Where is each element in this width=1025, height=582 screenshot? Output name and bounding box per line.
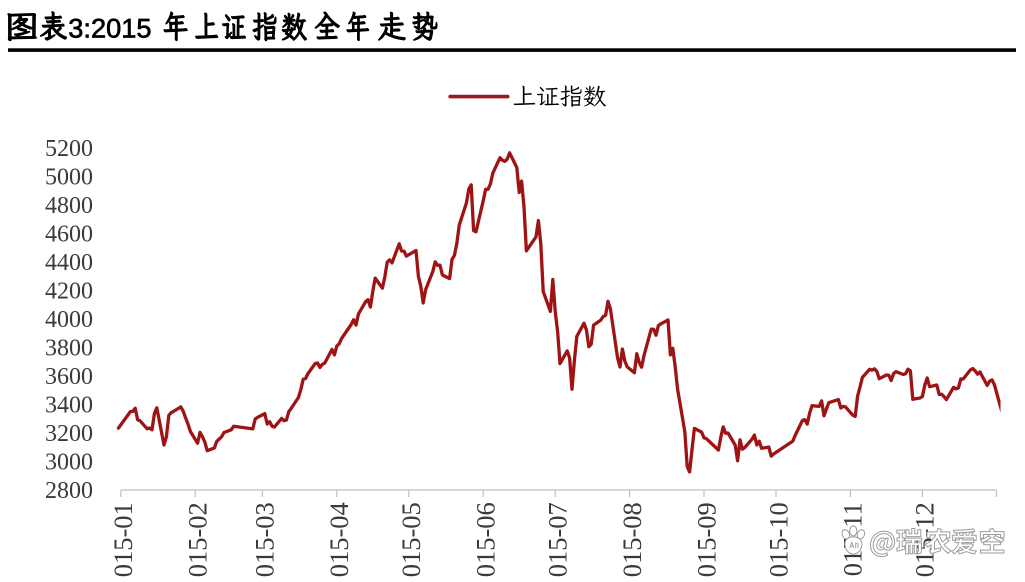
svg-text:4600: 4600 — [45, 222, 93, 248]
svg-text:4800: 4800 — [45, 193, 93, 219]
svg-text:015-05: 015-05 — [396, 502, 426, 577]
svg-text:3200: 3200 — [45, 421, 93, 447]
svg-text:015-06: 015-06 — [471, 502, 501, 577]
svg-text:2800: 2800 — [45, 478, 93, 504]
svg-text:3600: 3600 — [45, 364, 93, 390]
svg-text:4200: 4200 — [45, 279, 93, 305]
svg-text:015-01: 015-01 — [108, 502, 138, 577]
svg-text:015-03: 015-03 — [250, 502, 280, 577]
svg-text:015-07: 015-07 — [543, 502, 573, 577]
svg-text:015-10: 015-10 — [763, 502, 793, 577]
svg-text:015-04: 015-04 — [324, 502, 354, 577]
svg-text:5000: 5000 — [45, 165, 93, 191]
svg-text:3:2015: 3:2015 — [68, 12, 151, 43]
svg-text:3800: 3800 — [45, 336, 93, 362]
svg-text:3000: 3000 — [45, 450, 93, 476]
svg-text:4400: 4400 — [45, 250, 93, 276]
svg-text:015-09: 015-09 — [691, 502, 721, 577]
svg-text:5200: 5200 — [45, 136, 93, 162]
svg-text:015-08: 015-08 — [617, 502, 647, 577]
svg-text:015-02: 015-02 — [183, 502, 213, 577]
svg-text:4000: 4000 — [45, 307, 93, 333]
svg-text:3400: 3400 — [45, 393, 93, 419]
